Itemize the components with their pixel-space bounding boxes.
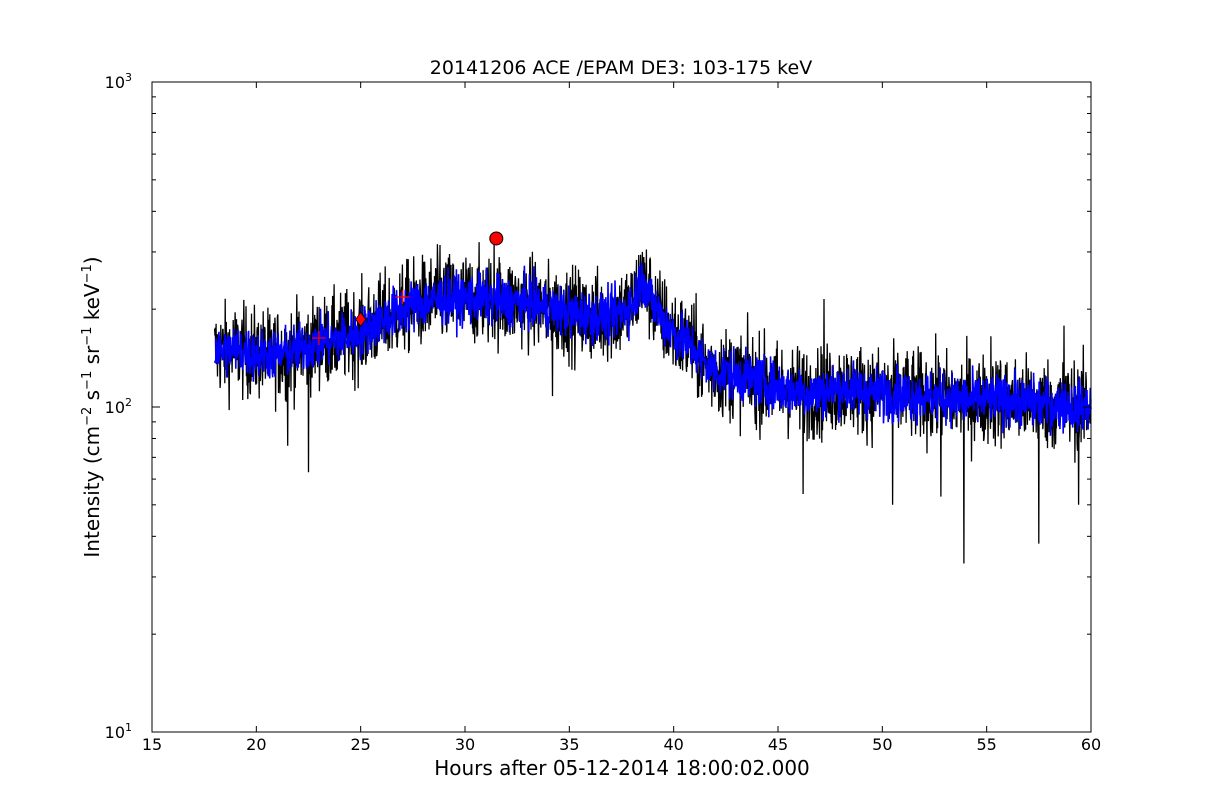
y-axis-label: Intensity (cm−2 s−1 sr−1 keV−1) [80,256,104,557]
y-tick-base: 10 [105,398,125,417]
y-label-sup-4: −1 [80,264,95,283]
x-tick-label: 20 [246,735,266,754]
y-tick-exponent: 2 [125,396,132,409]
x-tick-label: 30 [455,735,475,754]
y-tick-label: 103 [105,71,132,92]
y-label-sup-3: −1 [80,327,95,346]
y-label-mid-3: keV [80,283,104,327]
plot-area [213,231,1092,564]
x-tick-label: 25 [350,735,370,754]
x-axis: 15 20 25 30 35 40 45 50 55 60 [142,82,1101,754]
plus-marker [395,290,410,305]
y-label-prefix: Intensity (cm [80,426,104,558]
y-label-mid-2: sr [80,345,104,371]
y-tick-base: 10 [105,723,125,742]
x-axis-label: Hours after 05-12-2014 18:00:02.000 [434,756,810,780]
diamond-marker [355,311,367,328]
y-tick-label: 102 [105,396,132,417]
plus-marker [311,331,326,346]
y-tick-exponent: 3 [125,71,132,84]
x-tick-label: 35 [559,735,579,754]
y-label-sup-1: −2 [80,407,95,426]
peak-circle-marker [489,231,504,246]
y-tick-label: 101 [105,721,132,742]
x-tick-label: 40 [663,735,683,754]
y-label-suffix: ) [80,256,104,264]
y-tick-exponent: 1 [125,721,132,734]
x-tick-label: 50 [872,735,892,754]
y-tick-base: 10 [105,73,125,92]
x-tick-label: 55 [976,735,996,754]
x-tick-label: 45 [768,735,788,754]
x-tick-label: 60 [1081,735,1101,754]
x-tick-label: 15 [142,735,162,754]
y-label-mid-1: s [80,390,104,407]
y-label-sup-2: −1 [80,371,95,390]
chart-title: 20141206 ACE /EPAM DE3: 103-175 keV [430,57,812,79]
